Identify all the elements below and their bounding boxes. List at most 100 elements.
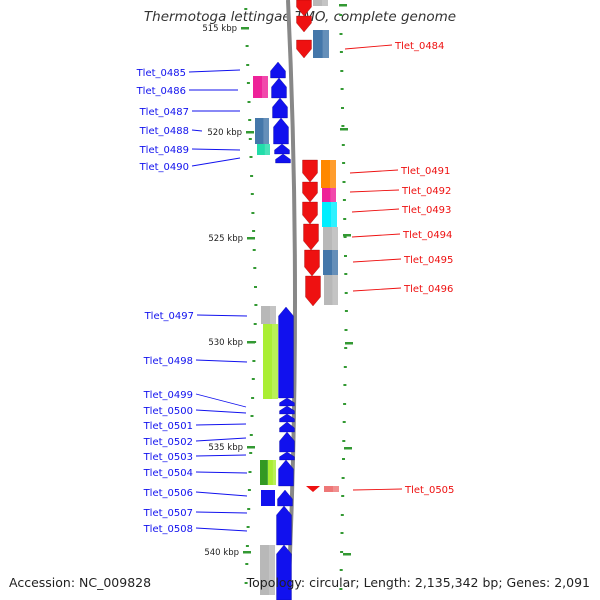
tick-right <box>343 236 347 238</box>
forward-label-leader <box>195 437 247 442</box>
forward-gene-label[interactable]: Tlet_0506 <box>143 488 193 499</box>
tick-right <box>341 125 345 127</box>
gene-arrows <box>261 0 321 600</box>
scale-tick-major <box>247 341 255 344</box>
forward-gene-block <box>261 490 275 506</box>
scale-tick-major <box>344 447 352 450</box>
tick-left <box>250 175 254 177</box>
tick-right <box>344 329 348 331</box>
cog-box-shade <box>270 306 276 324</box>
cog-box <box>255 118 269 144</box>
reverse-gene-label[interactable]: Tlet_0484 <box>394 41 444 52</box>
cog-box-shade <box>272 324 278 399</box>
reverse-gene-label[interactable]: Tlet_0496 <box>403 284 453 295</box>
reverse-label-leader <box>352 287 402 292</box>
forward-gene-arrow <box>279 431 295 453</box>
forward-gene-label[interactable]: Tlet_0485 <box>136 68 186 79</box>
forward-label-leader <box>195 409 247 414</box>
tick-left <box>249 434 253 436</box>
accession-text: Accession: NC_009828 <box>9 575 152 590</box>
cog-box <box>253 76 268 98</box>
tick-left <box>244 8 248 10</box>
forward-gene-label[interactable]: Tlet_0487 <box>139 107 189 118</box>
reverse-gene-arrow <box>305 275 321 307</box>
tick-left <box>251 397 255 399</box>
cog-box-shade <box>269 545 275 595</box>
reverse-gene-label[interactable]: Tlet_0492 <box>401 186 451 197</box>
forward-gene-arrow <box>279 451 295 461</box>
forward-gene-label[interactable]: Tlet_0497 <box>144 311 194 322</box>
tick-left <box>247 508 251 510</box>
reverse-gene-label[interactable]: Tlet_0494 <box>402 230 452 241</box>
tick-left <box>248 119 252 121</box>
tick-left <box>252 249 256 251</box>
forward-gene-label[interactable]: Tlet_0488 <box>139 126 189 137</box>
genome-summary: Topology: circular; Length: 2,135,342 bp… <box>246 575 590 590</box>
forward-gene-label[interactable]: Tlet_0501 <box>143 421 193 432</box>
reverse-gene-label[interactable]: Tlet_0505 <box>404 485 454 496</box>
forward-gene-label[interactable]: Tlet_0504 <box>143 468 193 479</box>
forward-gene-arrow <box>273 117 289 145</box>
scale-label: 530 kbp <box>208 338 243 348</box>
reverse-label-leader <box>352 258 402 263</box>
tick-left <box>245 545 249 547</box>
reverse-gene-label[interactable]: Tlet_0491 <box>400 166 450 177</box>
cog-box <box>324 486 339 492</box>
scale-tick-major <box>246 131 254 134</box>
cog-box-shade <box>263 118 269 144</box>
tick-left <box>246 82 250 84</box>
forward-gene-label[interactable]: Tlet_0503 <box>143 452 193 463</box>
tick-left <box>248 471 252 473</box>
tick-right <box>343 403 347 405</box>
forward-gene-label[interactable]: Tlet_0499 <box>143 390 193 401</box>
reverse-gene-arrow <box>304 249 320 277</box>
reverse-gene-label[interactable]: Tlet_0495 <box>403 255 453 266</box>
forward-gene-label[interactable]: Tlet_0489 <box>139 145 189 156</box>
reverse-gene-label[interactable]: Tlet_0493 <box>401 205 451 216</box>
forward-gene-label[interactable]: Tlet_0498 <box>143 356 193 367</box>
cog-box-shade <box>330 160 336 188</box>
forward-gene-label[interactable]: Tlet_0508 <box>143 524 193 535</box>
forward-gene-label[interactable]: Tlet_0500 <box>143 406 193 417</box>
forward-gene-arrow <box>270 61 286 79</box>
scale-ticks: 515 kbp 520 kbp 525 kbp 530 kbp 535 kbp 540 k… <box>202 4 353 590</box>
cog-box <box>313 30 329 58</box>
forward-gene-arrow <box>278 459 294 487</box>
cog-box <box>261 306 276 324</box>
tick-right <box>344 273 348 275</box>
tick-left <box>246 64 250 66</box>
tick-right <box>340 551 344 553</box>
forward-label-leader <box>191 129 203 132</box>
forward-gene-label[interactable]: Tlet_0490 <box>139 162 189 173</box>
reverse-gene-arrow <box>296 15 312 33</box>
reverse-gene-arrow <box>296 39 312 59</box>
tick-left <box>246 526 250 528</box>
reverse-gene-arrow <box>302 159 318 183</box>
tick-left <box>250 415 254 417</box>
tick-left <box>252 230 256 232</box>
tick-left <box>252 360 256 362</box>
genome-backbone <box>286 0 297 600</box>
cog-box <box>323 250 338 275</box>
tick-right <box>343 366 347 368</box>
tick-right <box>342 421 346 423</box>
scale-label: 525 kbp <box>208 234 243 244</box>
forward-gene-label[interactable]: Tlet_0507 <box>143 508 193 519</box>
forward-gene-arrow <box>272 97 288 119</box>
scale-tick-major <box>247 446 255 449</box>
tick-left <box>250 193 254 195</box>
tick-left <box>248 138 252 140</box>
tick-right <box>344 310 348 312</box>
tick-left <box>244 582 248 584</box>
tick-left <box>251 378 255 380</box>
forward-gene-label[interactable]: Tlet_0502 <box>143 437 193 448</box>
cog-box-shade <box>333 486 339 492</box>
forward-gene-label[interactable]: Tlet_0486 <box>136 86 186 97</box>
reverse-label-leader <box>344 44 393 50</box>
tick-right <box>342 440 346 442</box>
tick-left <box>245 45 249 47</box>
reverse-gene-arrow <box>302 181 318 203</box>
cog-box-shade <box>331 202 337 227</box>
tick-right <box>342 162 346 164</box>
